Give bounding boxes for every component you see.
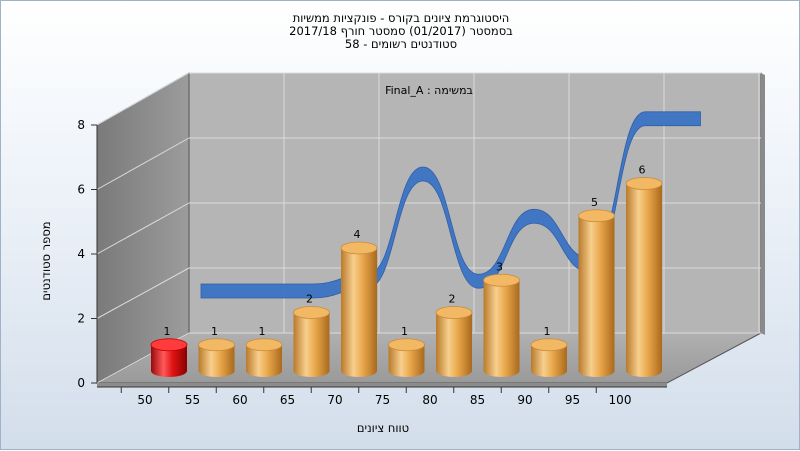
bars-layer: 1 1 1 2 4 1 2 3 1 5 6: [150, 164, 663, 377]
right-wall-edge: [761, 73, 765, 335]
bar: 1: [388, 325, 425, 377]
bar: 6: [625, 164, 663, 377]
bar: 2: [293, 293, 330, 377]
bar-body: [626, 183, 662, 377]
bar-body: [151, 344, 187, 377]
chart-title-line-1: היסטוגרמת ציונים בקורס - פונקציות ממשיות: [292, 11, 510, 25]
x-tick-label: 55: [185, 393, 200, 407]
bar-top: [198, 338, 235, 352]
x-axis-title: טווח ציונים: [357, 421, 409, 435]
chart-title-line-3: סטודנטים רשומים - 58: [344, 37, 458, 51]
y-tick-label: 4: [77, 247, 85, 261]
task-label: במשימה : Final_A: [385, 84, 473, 97]
bar-value-label: 6: [639, 164, 646, 177]
x-tick-label: 80: [422, 393, 437, 407]
bar-value-label: 1: [164, 325, 171, 338]
chart-titles: היסטוגרמת ציונים בקורס - פונקציות ממשיות…: [1, 12, 800, 51]
bar-body: [246, 344, 282, 377]
bar: 4: [340, 228, 378, 377]
bar-value-label: 5: [591, 196, 598, 209]
gridline-left: [96, 202, 190, 255]
bar-top: [245, 338, 283, 352]
trend-ribbon: [200, 111, 701, 299]
x-tick-label: 70: [327, 393, 342, 407]
bar-top: [578, 209, 615, 223]
bar-body: [578, 215, 615, 377]
bar-top: [293, 306, 330, 319]
bar-top: [435, 306, 473, 319]
x-tick-label: 60: [232, 393, 247, 407]
bar-top: [388, 338, 425, 352]
chart-title-line-2: בסמסטר (01/2017) סמסטר חורף 2017/18: [289, 24, 513, 38]
y-axis-title: מספר סטודנטים: [39, 221, 53, 300]
bar-value-label: 2: [449, 293, 456, 306]
bar-top: [530, 338, 568, 352]
bar-body: [198, 344, 235, 377]
gridline-left: [96, 137, 190, 190]
bar: 5: [578, 196, 615, 377]
bar-body: [293, 312, 330, 377]
gridlines: [96, 72, 761, 384]
bar-body: [483, 280, 520, 377]
bar-top: [625, 177, 663, 190]
floor-edge: [97, 383, 667, 387]
bar-body: [531, 344, 567, 377]
bar-value-label: 1: [211, 325, 218, 338]
x-tick-label: 65: [280, 393, 295, 407]
bar: 1: [530, 325, 568, 377]
x-tick-label: 90: [517, 393, 532, 407]
bar: 1: [198, 325, 235, 377]
x-tick-label: 85: [470, 393, 485, 407]
bar: 1: [150, 325, 188, 377]
y-tick-label: 6: [77, 183, 85, 197]
gridline-left: [96, 72, 190, 126]
bar-body: [341, 248, 377, 377]
bar-value-label: 4: [354, 228, 361, 241]
x-tick-label: 75: [375, 393, 390, 407]
y-tick-label: 2: [77, 312, 85, 326]
bar-top: [340, 241, 378, 255]
bar: 2: [435, 293, 473, 377]
x-tick-label: 50: [137, 393, 152, 407]
bar-value-label: 3: [496, 260, 503, 273]
bar-value-label: 1: [259, 325, 266, 338]
bar-body: [436, 312, 472, 377]
bar-top: [150, 338, 188, 352]
gridline-left: [96, 267, 190, 319]
bar: 3: [483, 260, 520, 377]
bar-value-label: 2: [306, 293, 313, 306]
bar-body: [388, 344, 425, 377]
bar-value-label: 1: [401, 325, 408, 338]
trend-ribbon-layer: [200, 111, 701, 299]
bar-top: [483, 273, 520, 287]
x-tick-label: 95: [565, 393, 580, 407]
bar-value-label: 1: [544, 325, 551, 338]
x-tick-label: 100: [609, 393, 632, 407]
y-tick-label: 8: [77, 118, 85, 132]
y-tick-label: 0: [77, 376, 85, 390]
bar: 1: [245, 325, 283, 377]
